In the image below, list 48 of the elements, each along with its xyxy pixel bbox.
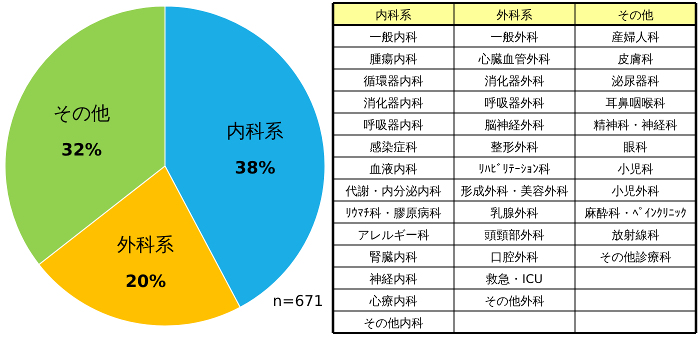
- text: アレルギー科: [358, 228, 430, 242]
- data-label: 32%: [61, 140, 102, 160]
- text: 血液内科: [370, 162, 418, 176]
- category-label: 外科系: [496, 8, 532, 22]
- text: 心療内科: [370, 294, 418, 308]
- slice-label: 内科系: [226, 120, 284, 143]
- text: 感染症科: [370, 140, 418, 154]
- data-label: 38%: [234, 158, 276, 179]
- text: 乳腺外科: [490, 206, 538, 220]
- text: 心臓血管外科: [478, 52, 550, 66]
- slice-label: その他: [53, 102, 110, 124]
- text: 整形外科: [490, 140, 538, 154]
- text: 耳鼻咽喉科: [606, 96, 666, 110]
- text: 一般内科: [370, 30, 418, 44]
- text: その他内科: [364, 316, 424, 330]
- text: 形成外科・美容外科: [460, 184, 568, 198]
- text: 麻酔科・ﾍﾟｲﾝｸﾘﾆｯｸ: [584, 206, 686, 220]
- text: 産婦人科: [612, 30, 660, 44]
- text: 腎臓内科: [370, 250, 418, 264]
- category-label: その他: [618, 8, 654, 22]
- text: 口腔外科: [490, 250, 538, 264]
- text: 代謝・内分泌内科: [346, 184, 442, 198]
- text: 小児外科: [612, 184, 660, 198]
- text: 呼吸器外科: [484, 96, 544, 110]
- text: 腫瘍内科: [370, 52, 418, 66]
- text: 眼科: [624, 140, 648, 154]
- text: 頭頸部外科: [484, 228, 544, 242]
- text: ﾘｳﾏﾁ科・膠原病科: [346, 206, 442, 220]
- text: 循環器内科: [364, 74, 424, 88]
- text: 脳神経外科: [484, 118, 544, 132]
- text: 小児科: [618, 162, 654, 176]
- text: ﾘﾊﾋﾞﾘﾃｰｼｮﾝ科: [478, 162, 550, 176]
- text: 泌尿器科: [612, 74, 660, 88]
- data-label: 20%: [125, 272, 166, 292]
- text: 神経内科: [370, 272, 418, 286]
- slice-label: 外科系: [117, 234, 174, 256]
- text: 精神科・神経科: [594, 118, 678, 132]
- text: 一般外科: [490, 30, 538, 44]
- text: 消化器外科: [484, 74, 544, 88]
- text: 消化器内科: [364, 96, 424, 110]
- text: その他診療科: [600, 250, 672, 264]
- category-label: 内科系: [376, 8, 412, 22]
- text: その他外科: [484, 294, 544, 308]
- text: n=671: [272, 292, 324, 310]
- text: 呼吸器内科: [364, 118, 424, 132]
- text: 皮膚科: [618, 52, 654, 66]
- text: 放射線科: [612, 228, 660, 242]
- text: 救急・ICU: [486, 272, 543, 286]
